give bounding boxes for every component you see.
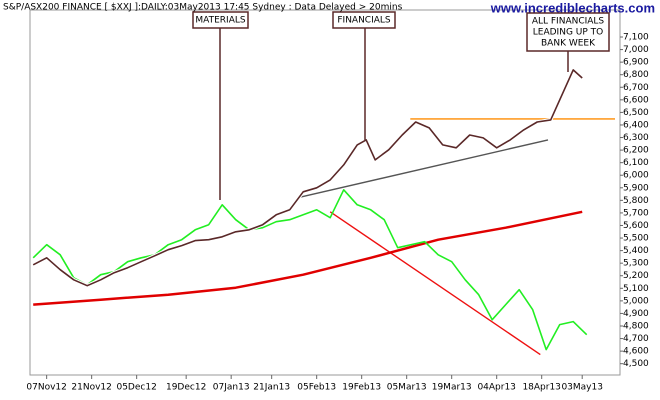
- x-tick-label: 19Mar13: [432, 383, 472, 393]
- line-series: [33, 210, 583, 306]
- y-tick-label: 4,600: [623, 347, 649, 357]
- x-tick-label: 18Apr13: [522, 383, 560, 393]
- y-tick-label: 5,600: [623, 221, 649, 231]
- x-tick-label: 21Jan13: [253, 383, 290, 393]
- annotation-box: [526, 12, 610, 52]
- y-tick-label: 4,500: [623, 359, 649, 369]
- y-tick-label: 6,300: [623, 133, 649, 143]
- y-tick-label: 6,800: [623, 70, 649, 80]
- y-tick-label: 5,200: [623, 271, 649, 281]
- chart-title: S&P/ASX200 FINANCE [ $XXJ ]:DAILY:03May2…: [3, 3, 403, 13]
- y-tick-label: 6,100: [623, 158, 649, 168]
- annotation-text: ALL FINANCIALS: [532, 17, 605, 27]
- x-tick-label: 03May13: [561, 383, 603, 393]
- y-tick-label: 5,900: [623, 183, 649, 193]
- x-tick-label: 05Dec12: [116, 383, 156, 393]
- y-tick-label: 4,900: [623, 309, 649, 319]
- y-tick-label: 5,300: [623, 259, 649, 269]
- annotation-box: [192, 11, 249, 29]
- y-tick-label: 4,800: [623, 321, 649, 331]
- line-series: [32, 69, 583, 287]
- annotation-text: FINANCIALS: [337, 16, 391, 26]
- y-tick-label: 5,800: [623, 196, 649, 206]
- y-tick-label: 5,400: [623, 246, 649, 256]
- x-tick-label: 07Nov12: [26, 383, 66, 393]
- x-tick-label: 04Apr13: [477, 383, 515, 393]
- line-series: [32, 189, 588, 351]
- y-tick-label: 7,000: [623, 45, 649, 55]
- y-tick-label: 6,200: [623, 146, 649, 156]
- annotation-text: BANK WEEK: [541, 39, 596, 49]
- y-tick-label: 7,100: [623, 33, 649, 43]
- x-tick-label: 05Feb13: [297, 383, 336, 393]
- y-tick-label: 5,700: [623, 208, 649, 218]
- plot-frame: [29, 9, 621, 376]
- y-tick-label: 5,000: [623, 296, 649, 306]
- annotation-text: LEADING UP TO: [533, 28, 603, 38]
- y-tick-label: 6,500: [623, 108, 649, 118]
- x-tick-label: 05Mar13: [387, 383, 427, 393]
- y-tick-label: 6,000: [623, 171, 649, 181]
- y-tick-label: 5,500: [623, 234, 649, 244]
- x-tick-label: 19Dec12: [166, 383, 206, 393]
- y-tick-label: 5,100: [623, 284, 649, 294]
- y-tick-label: 4,700: [623, 334, 649, 344]
- y-tick-label: 6,900: [623, 58, 649, 68]
- trendline: [329, 211, 541, 356]
- annotation-text: MATERIALS: [195, 16, 245, 26]
- y-tick-label: 6,600: [623, 95, 649, 105]
- trendline: [297, 139, 549, 199]
- watermark: www.incrediblecharts.com: [490, 0, 655, 15]
- y-tick-label: 6,400: [623, 120, 649, 130]
- x-tick-label: 19Feb13: [342, 383, 381, 393]
- x-tick-label: 21Nov12: [71, 383, 111, 393]
- annotation-box: [332, 11, 396, 29]
- x-tick-label: 07Jan13: [213, 383, 250, 393]
- y-tick-label: 6,700: [623, 83, 649, 93]
